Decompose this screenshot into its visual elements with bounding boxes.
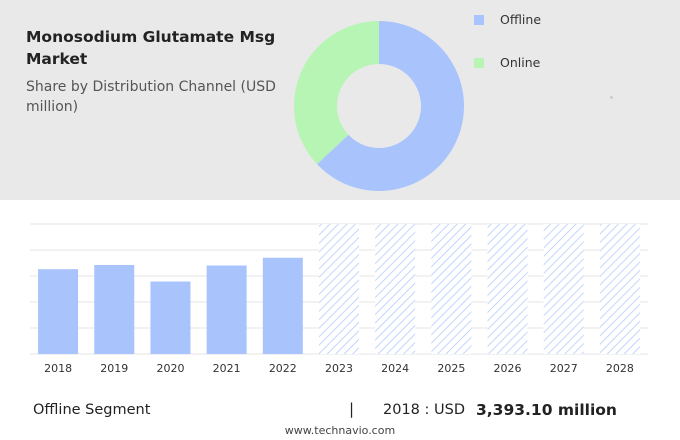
donut-slice-offline	[317, 21, 464, 192]
x-tick-label: 2023	[325, 362, 353, 375]
legend-swatch-online	[474, 58, 484, 68]
donut-slice-online	[294, 21, 379, 165]
x-tick-label: 2026	[494, 362, 522, 375]
legend-label-offline: Offline	[500, 12, 542, 27]
website-link[interactable]: www.technavio.com	[284, 424, 396, 437]
forecast-bar-2023	[319, 224, 359, 354]
x-tick-label: 2020	[156, 362, 184, 375]
x-tick-label: 2024	[381, 362, 409, 375]
chart-title: Monosodium Glutamate Msg Market	[26, 28, 276, 68]
chart-subtitle: Share by Distribution Channel (USD milli…	[26, 79, 276, 115]
footer-separator: |	[349, 400, 355, 418]
x-tick-label: 2025	[437, 362, 465, 375]
forecast-bar-2025	[431, 224, 472, 354]
forecast-bar-2026	[487, 224, 528, 354]
bar-chart: 2018 2019 2020 2021 2022 2023 2024 2025 2026 2027…	[30, 223, 648, 375]
legend-item-offline: Offline	[474, 12, 594, 30]
x-tick-label: 2027	[550, 362, 578, 375]
footer-value: 3,393.10 million	[476, 401, 617, 419]
x-tick-label: 2019	[100, 362, 128, 375]
x-tick-label: 2028	[606, 362, 634, 375]
forecast-bar-2024	[375, 224, 416, 354]
forecast-bar-2027	[543, 224, 584, 354]
bar-2021	[206, 265, 247, 354]
forecast-bar-2028	[599, 224, 640, 354]
x-tick-label: 2021	[213, 362, 241, 375]
footer-segment-label: Offline Segment	[33, 402, 151, 418]
bar-2020	[150, 281, 191, 354]
x-tick-label: 2018	[44, 362, 72, 375]
bar-2022	[262, 257, 303, 354]
bar-2018	[38, 269, 79, 354]
legend-label-online: Online	[500, 55, 541, 70]
bar-2019	[94, 265, 135, 354]
decorative-dot	[610, 96, 613, 99]
legend-swatch-offline	[474, 15, 484, 25]
footer-year: 2018 : USD	[383, 402, 465, 418]
legend-item-online: Online	[474, 55, 594, 73]
x-tick-label: 2022	[269, 362, 297, 375]
donut-chart	[294, 21, 464, 192]
